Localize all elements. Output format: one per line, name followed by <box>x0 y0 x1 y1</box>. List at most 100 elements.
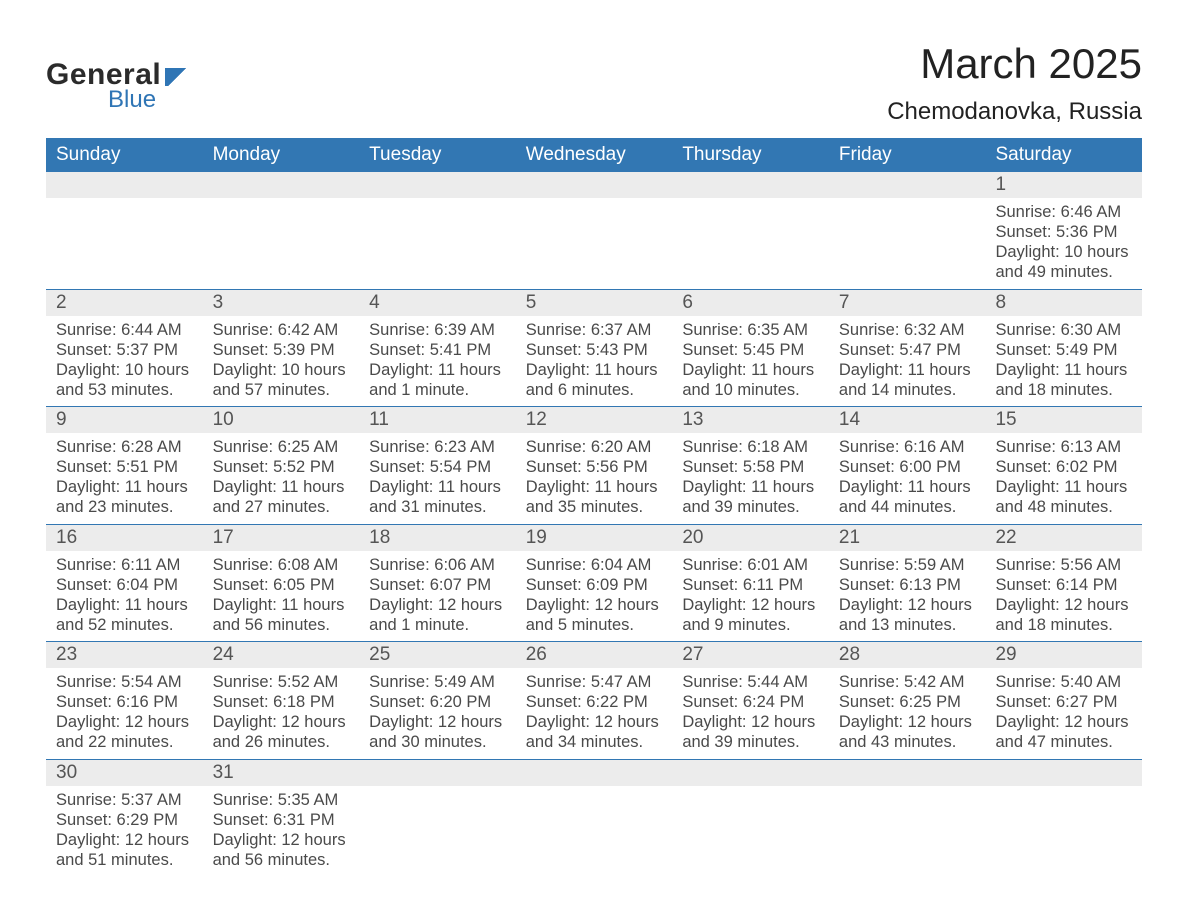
daylight-line: Daylight: 11 hours and 14 minutes. <box>839 360 976 400</box>
location-subtitle: Chemodanovka, Russia <box>887 98 1142 126</box>
daylight-line: Daylight: 12 hours and 26 minutes. <box>213 712 350 752</box>
daylight-line: Daylight: 11 hours and 44 minutes. <box>839 477 976 517</box>
daylight-line: Daylight: 12 hours and 1 minute. <box>369 595 506 635</box>
day-number: 29 <box>985 642 1142 668</box>
day-detail <box>203 198 360 208</box>
daylight-line: Daylight: 12 hours and 5 minutes. <box>526 595 663 635</box>
daylight-line: Daylight: 12 hours and 34 minutes. <box>526 712 663 752</box>
calendar-week: 23Sunrise: 5:54 AMSunset: 6:16 PMDayligh… <box>46 641 1142 759</box>
day-detail: Sunrise: 6:20 AMSunset: 5:56 PMDaylight:… <box>516 433 673 524</box>
day-number <box>672 760 829 786</box>
day-number <box>672 172 829 198</box>
daylight-line: Daylight: 10 hours and 53 minutes. <box>56 360 193 400</box>
calendar-day: 8Sunrise: 6:30 AMSunset: 5:49 PMDaylight… <box>985 290 1142 407</box>
calendar-day: 20Sunrise: 6:01 AMSunset: 6:11 PMDayligh… <box>672 525 829 642</box>
sunset-line: Sunset: 5:56 PM <box>526 457 663 477</box>
day-number <box>985 760 1142 786</box>
day-detail: Sunrise: 6:25 AMSunset: 5:52 PMDaylight:… <box>203 433 360 524</box>
daylight-line: Daylight: 11 hours and 18 minutes. <box>995 360 1132 400</box>
daylight-line: Daylight: 11 hours and 1 minute. <box>369 360 506 400</box>
day-detail <box>672 786 829 796</box>
day-number: 5 <box>516 290 673 316</box>
sunset-line: Sunset: 5:54 PM <box>369 457 506 477</box>
sunset-line: Sunset: 5:51 PM <box>56 457 193 477</box>
calendar-day-empty <box>46 172 203 289</box>
daylight-line: Daylight: 12 hours and 22 minutes. <box>56 712 193 752</box>
day-detail: Sunrise: 5:52 AMSunset: 6:18 PMDaylight:… <box>203 668 360 759</box>
calendar-day-empty <box>203 172 360 289</box>
day-detail: Sunrise: 6:01 AMSunset: 6:11 PMDaylight:… <box>672 551 829 642</box>
calendar-day: 23Sunrise: 5:54 AMSunset: 6:16 PMDayligh… <box>46 642 203 759</box>
day-detail: Sunrise: 5:49 AMSunset: 6:20 PMDaylight:… <box>359 668 516 759</box>
day-detail: Sunrise: 5:56 AMSunset: 6:14 PMDaylight:… <box>985 551 1142 642</box>
sunset-line: Sunset: 6:05 PM <box>213 575 350 595</box>
calendar-day: 13Sunrise: 6:18 AMSunset: 5:58 PMDayligh… <box>672 407 829 524</box>
daylight-line: Daylight: 12 hours and 51 minutes. <box>56 830 193 870</box>
day-detail: Sunrise: 5:54 AMSunset: 6:16 PMDaylight:… <box>46 668 203 759</box>
weekday-header: Tuesday <box>359 138 516 172</box>
sunrise-line: Sunrise: 5:56 AM <box>995 555 1132 575</box>
calendar-day: 25Sunrise: 5:49 AMSunset: 6:20 PMDayligh… <box>359 642 516 759</box>
daylight-line: Daylight: 12 hours and 9 minutes. <box>682 595 819 635</box>
day-detail <box>359 786 516 796</box>
sunrise-line: Sunrise: 5:59 AM <box>839 555 976 575</box>
day-detail: Sunrise: 6:08 AMSunset: 6:05 PMDaylight:… <box>203 551 360 642</box>
day-number <box>359 760 516 786</box>
sunset-line: Sunset: 6:16 PM <box>56 692 193 712</box>
sunset-line: Sunset: 5:36 PM <box>995 222 1132 242</box>
day-number: 3 <box>203 290 360 316</box>
day-detail <box>829 198 986 208</box>
daylight-line: Daylight: 10 hours and 57 minutes. <box>213 360 350 400</box>
header: General Blue March 2025 Chemodanovka, Ru… <box>46 40 1142 126</box>
calendar-week: 2Sunrise: 6:44 AMSunset: 5:37 PMDaylight… <box>46 289 1142 407</box>
day-number: 21 <box>829 525 986 551</box>
day-number: 4 <box>359 290 516 316</box>
sunrise-line: Sunrise: 6:30 AM <box>995 320 1132 340</box>
day-detail: Sunrise: 6:23 AMSunset: 5:54 PMDaylight:… <box>359 433 516 524</box>
calendar-day: 26Sunrise: 5:47 AMSunset: 6:22 PMDayligh… <box>516 642 673 759</box>
daylight-line: Daylight: 10 hours and 49 minutes. <box>995 242 1132 282</box>
day-detail: Sunrise: 6:30 AMSunset: 5:49 PMDaylight:… <box>985 316 1142 407</box>
daylight-line: Daylight: 11 hours and 56 minutes. <box>213 595 350 635</box>
day-detail <box>829 786 986 796</box>
sunset-line: Sunset: 6:29 PM <box>56 810 193 830</box>
brand-logo: General Blue <box>46 40 189 114</box>
calendar-day: 30 Sunrise: 5:37 AMSunset: 6:29 PMDayligh… <box>46 760 203 877</box>
day-number: 8 <box>985 290 1142 316</box>
daylight-line: Daylight: 11 hours and 52 minutes. <box>56 595 193 635</box>
day-detail: Sunrise: 5:42 AMSunset: 6:25 PMDaylight:… <box>829 668 986 759</box>
day-detail: Sunrise: 6:13 AMSunset: 6:02 PMDaylight:… <box>985 433 1142 524</box>
daylight-line: Daylight: 12 hours and 18 minutes. <box>995 595 1132 635</box>
day-number: 18 <box>359 525 516 551</box>
calendar-day: 16Sunrise: 6:11 AMSunset: 6:04 PMDayligh… <box>46 525 203 642</box>
sunrise-line: Sunrise: 6:01 AM <box>682 555 819 575</box>
calendar-week: 1Sunrise: 6:46 AMSunset: 5:36 PMDaylight… <box>46 172 1142 289</box>
sunset-line: Sunset: 5:52 PM <box>213 457 350 477</box>
day-number: 31 <box>203 760 360 786</box>
calendar-day: 6Sunrise: 6:35 AMSunset: 5:45 PMDaylight… <box>672 290 829 407</box>
calendar-day: 15Sunrise: 6:13 AMSunset: 6:02 PMDayligh… <box>985 407 1142 524</box>
day-number: 27 <box>672 642 829 668</box>
daylight-line: Daylight: 12 hours and 47 minutes. <box>995 712 1132 752</box>
day-number: 30 <box>46 760 203 786</box>
day-detail <box>46 198 203 208</box>
day-number: 19 <box>516 525 673 551</box>
day-number: 17 <box>203 525 360 551</box>
day-number <box>46 172 203 198</box>
sunset-line: Sunset: 6:18 PM <box>213 692 350 712</box>
daylight-line: Daylight: 11 hours and 35 minutes. <box>526 477 663 517</box>
sunset-line: Sunset: 6:24 PM <box>682 692 819 712</box>
calendar-day: 9Sunrise: 6:28 AMSunset: 5:51 PMDaylight… <box>46 407 203 524</box>
weekday-header: Sunday <box>46 138 203 172</box>
day-detail: Sunrise: 5:35 AMSunset: 6:31 PMDaylight:… <box>203 786 360 877</box>
sunset-line: Sunset: 6:14 PM <box>995 575 1132 595</box>
daylight-line: Daylight: 12 hours and 56 minutes. <box>213 830 350 870</box>
day-detail <box>985 786 1142 796</box>
sunrise-line: Sunrise: 5:37 AM <box>56 790 193 810</box>
sunrise-line: Sunrise: 5:44 AM <box>682 672 819 692</box>
calendar-day-empty <box>829 760 986 877</box>
day-number: 28 <box>829 642 986 668</box>
sunrise-line: Sunrise: 6:42 AM <box>213 320 350 340</box>
sunset-line: Sunset: 6:02 PM <box>995 457 1132 477</box>
calendar-day: 24Sunrise: 5:52 AMSunset: 6:18 PMDayligh… <box>203 642 360 759</box>
